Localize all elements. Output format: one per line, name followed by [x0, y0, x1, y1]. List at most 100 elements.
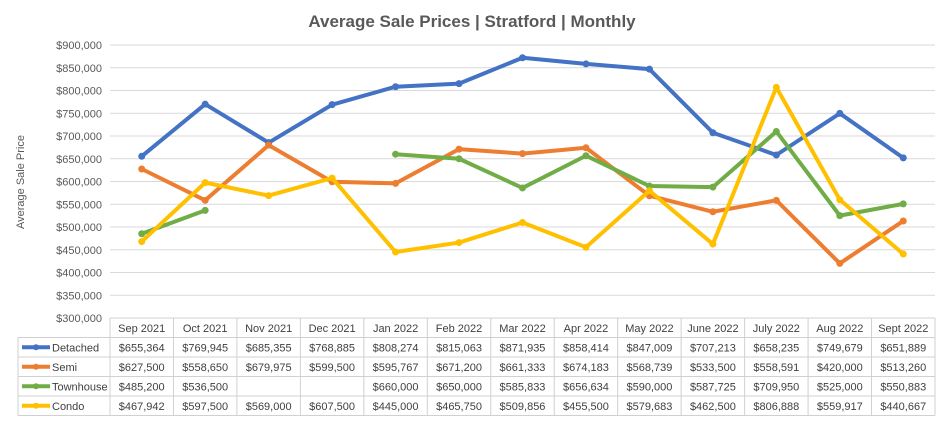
series-condo — [138, 83, 907, 258]
data-point — [899, 217, 907, 225]
data-point — [899, 250, 907, 258]
data-point — [201, 206, 209, 214]
legend-label: Condo — [52, 401, 84, 413]
data-point — [138, 152, 146, 160]
table-cell: $536,500 — [182, 382, 228, 394]
x-category-label: Oct 2021 — [183, 323, 228, 335]
table-cell: $709,950 — [753, 382, 799, 394]
data-point — [328, 101, 336, 109]
table-cell: $656,634 — [563, 382, 609, 394]
legend-label: Detached — [52, 343, 99, 355]
table-cell: $550,883 — [880, 382, 926, 394]
y-tick-label: $750,000 — [56, 108, 102, 120]
data-point — [582, 144, 590, 152]
table-cell: $513,260 — [880, 362, 926, 374]
data-point — [772, 83, 780, 91]
y-tick-label: $550,000 — [56, 199, 102, 211]
y-tick-label: $500,000 — [56, 222, 102, 234]
data-point — [519, 150, 526, 158]
table-cell: $485,200 — [119, 382, 165, 394]
data-point — [899, 154, 907, 162]
data-point — [138, 230, 146, 238]
chart-title: Average Sale Prices | Stratford | Monthl… — [308, 12, 636, 31]
data-point — [836, 109, 844, 117]
table-cell: $685,355 — [246, 343, 292, 355]
legend-label: Townhouse — [52, 382, 108, 394]
table-cell: $769,945 — [182, 343, 228, 355]
series-detached — [138, 54, 907, 162]
y-tick-label: $350,000 — [56, 290, 102, 302]
legend-marker — [33, 383, 39, 390]
y-tick-label: $400,000 — [56, 268, 102, 280]
data-point — [836, 212, 844, 220]
table-cell: $568,739 — [626, 362, 672, 374]
y-axis-label: Average Sale Price — [15, 135, 27, 229]
x-category-label: Aug 2022 — [816, 323, 863, 335]
table-cell: $440,667 — [880, 401, 926, 413]
data-point — [138, 165, 146, 173]
x-category-label: Sept 2022 — [878, 323, 928, 335]
y-tick-label: $850,000 — [56, 63, 102, 75]
data-point — [899, 200, 907, 208]
series-line — [139, 85, 906, 256]
series-semi — [138, 141, 907, 267]
x-category-label: Nov 2021 — [245, 323, 292, 335]
data-point — [519, 219, 526, 227]
data-point — [772, 196, 780, 204]
legend-marker — [33, 363, 39, 370]
table-cell: $661,333 — [500, 362, 546, 374]
data-point — [709, 183, 717, 191]
table-cell: $808,274 — [373, 343, 419, 355]
table-cell: $558,591 — [753, 362, 799, 374]
table-cell: $658,235 — [753, 343, 799, 355]
table-cell: $465,750 — [436, 401, 482, 413]
table-cell: $679,975 — [246, 362, 292, 374]
table-cell: $655,364 — [119, 343, 165, 355]
data-point — [455, 80, 463, 88]
table-cell: $455,500 — [563, 401, 609, 413]
table-cell: $559,917 — [817, 401, 863, 413]
y-tick-label: $450,000 — [56, 245, 102, 257]
table-cell: $533,500 — [690, 362, 736, 374]
table-cell: $847,009 — [626, 343, 672, 355]
table-cell: $815,063 — [436, 343, 482, 355]
table-cell: $420,000 — [817, 362, 863, 374]
data-point — [772, 127, 780, 135]
table-cell: $749,679 — [817, 343, 863, 355]
table-cell: $627,500 — [119, 362, 165, 374]
table-cell: $462,500 — [690, 401, 736, 413]
table-cell: $558,650 — [182, 362, 228, 374]
data-point — [392, 83, 400, 91]
table-cell: $509,856 — [500, 401, 546, 413]
table-cell: $858,414 — [563, 343, 609, 355]
table-cell: $707,213 — [690, 343, 736, 355]
y-tick-label: $800,000 — [56, 86, 102, 98]
data-point — [265, 141, 273, 149]
data-point — [709, 208, 717, 216]
data-point — [709, 240, 717, 248]
x-category-label: May 2022 — [625, 323, 673, 335]
table-cell: $650,000 — [436, 382, 482, 394]
legend-marker — [33, 344, 39, 351]
x-category-label: Sep 2021 — [118, 323, 165, 335]
y-tick-label: $700,000 — [56, 131, 102, 143]
data-point — [328, 174, 336, 182]
x-category-label: June 2022 — [687, 323, 738, 335]
data-point — [392, 248, 400, 256]
legend-marker — [33, 402, 39, 409]
table-cell: $579,683 — [626, 401, 672, 413]
y-tick-label: $900,000 — [56, 40, 102, 52]
table-cell: $569,000 — [246, 401, 292, 413]
data-point — [582, 60, 590, 68]
table-cell: $597,500 — [182, 401, 228, 413]
table-cell: $590,000 — [626, 382, 672, 394]
y-tick-label: $600,000 — [56, 177, 102, 189]
legend-label: Semi — [52, 362, 77, 374]
data-point — [519, 54, 526, 62]
table-cell: $587,725 — [690, 382, 736, 394]
x-category-label: Apr 2022 — [564, 323, 609, 335]
data-point — [201, 196, 209, 204]
table-cell: $595,767 — [373, 362, 419, 374]
table-cell: $599,500 — [309, 362, 355, 374]
